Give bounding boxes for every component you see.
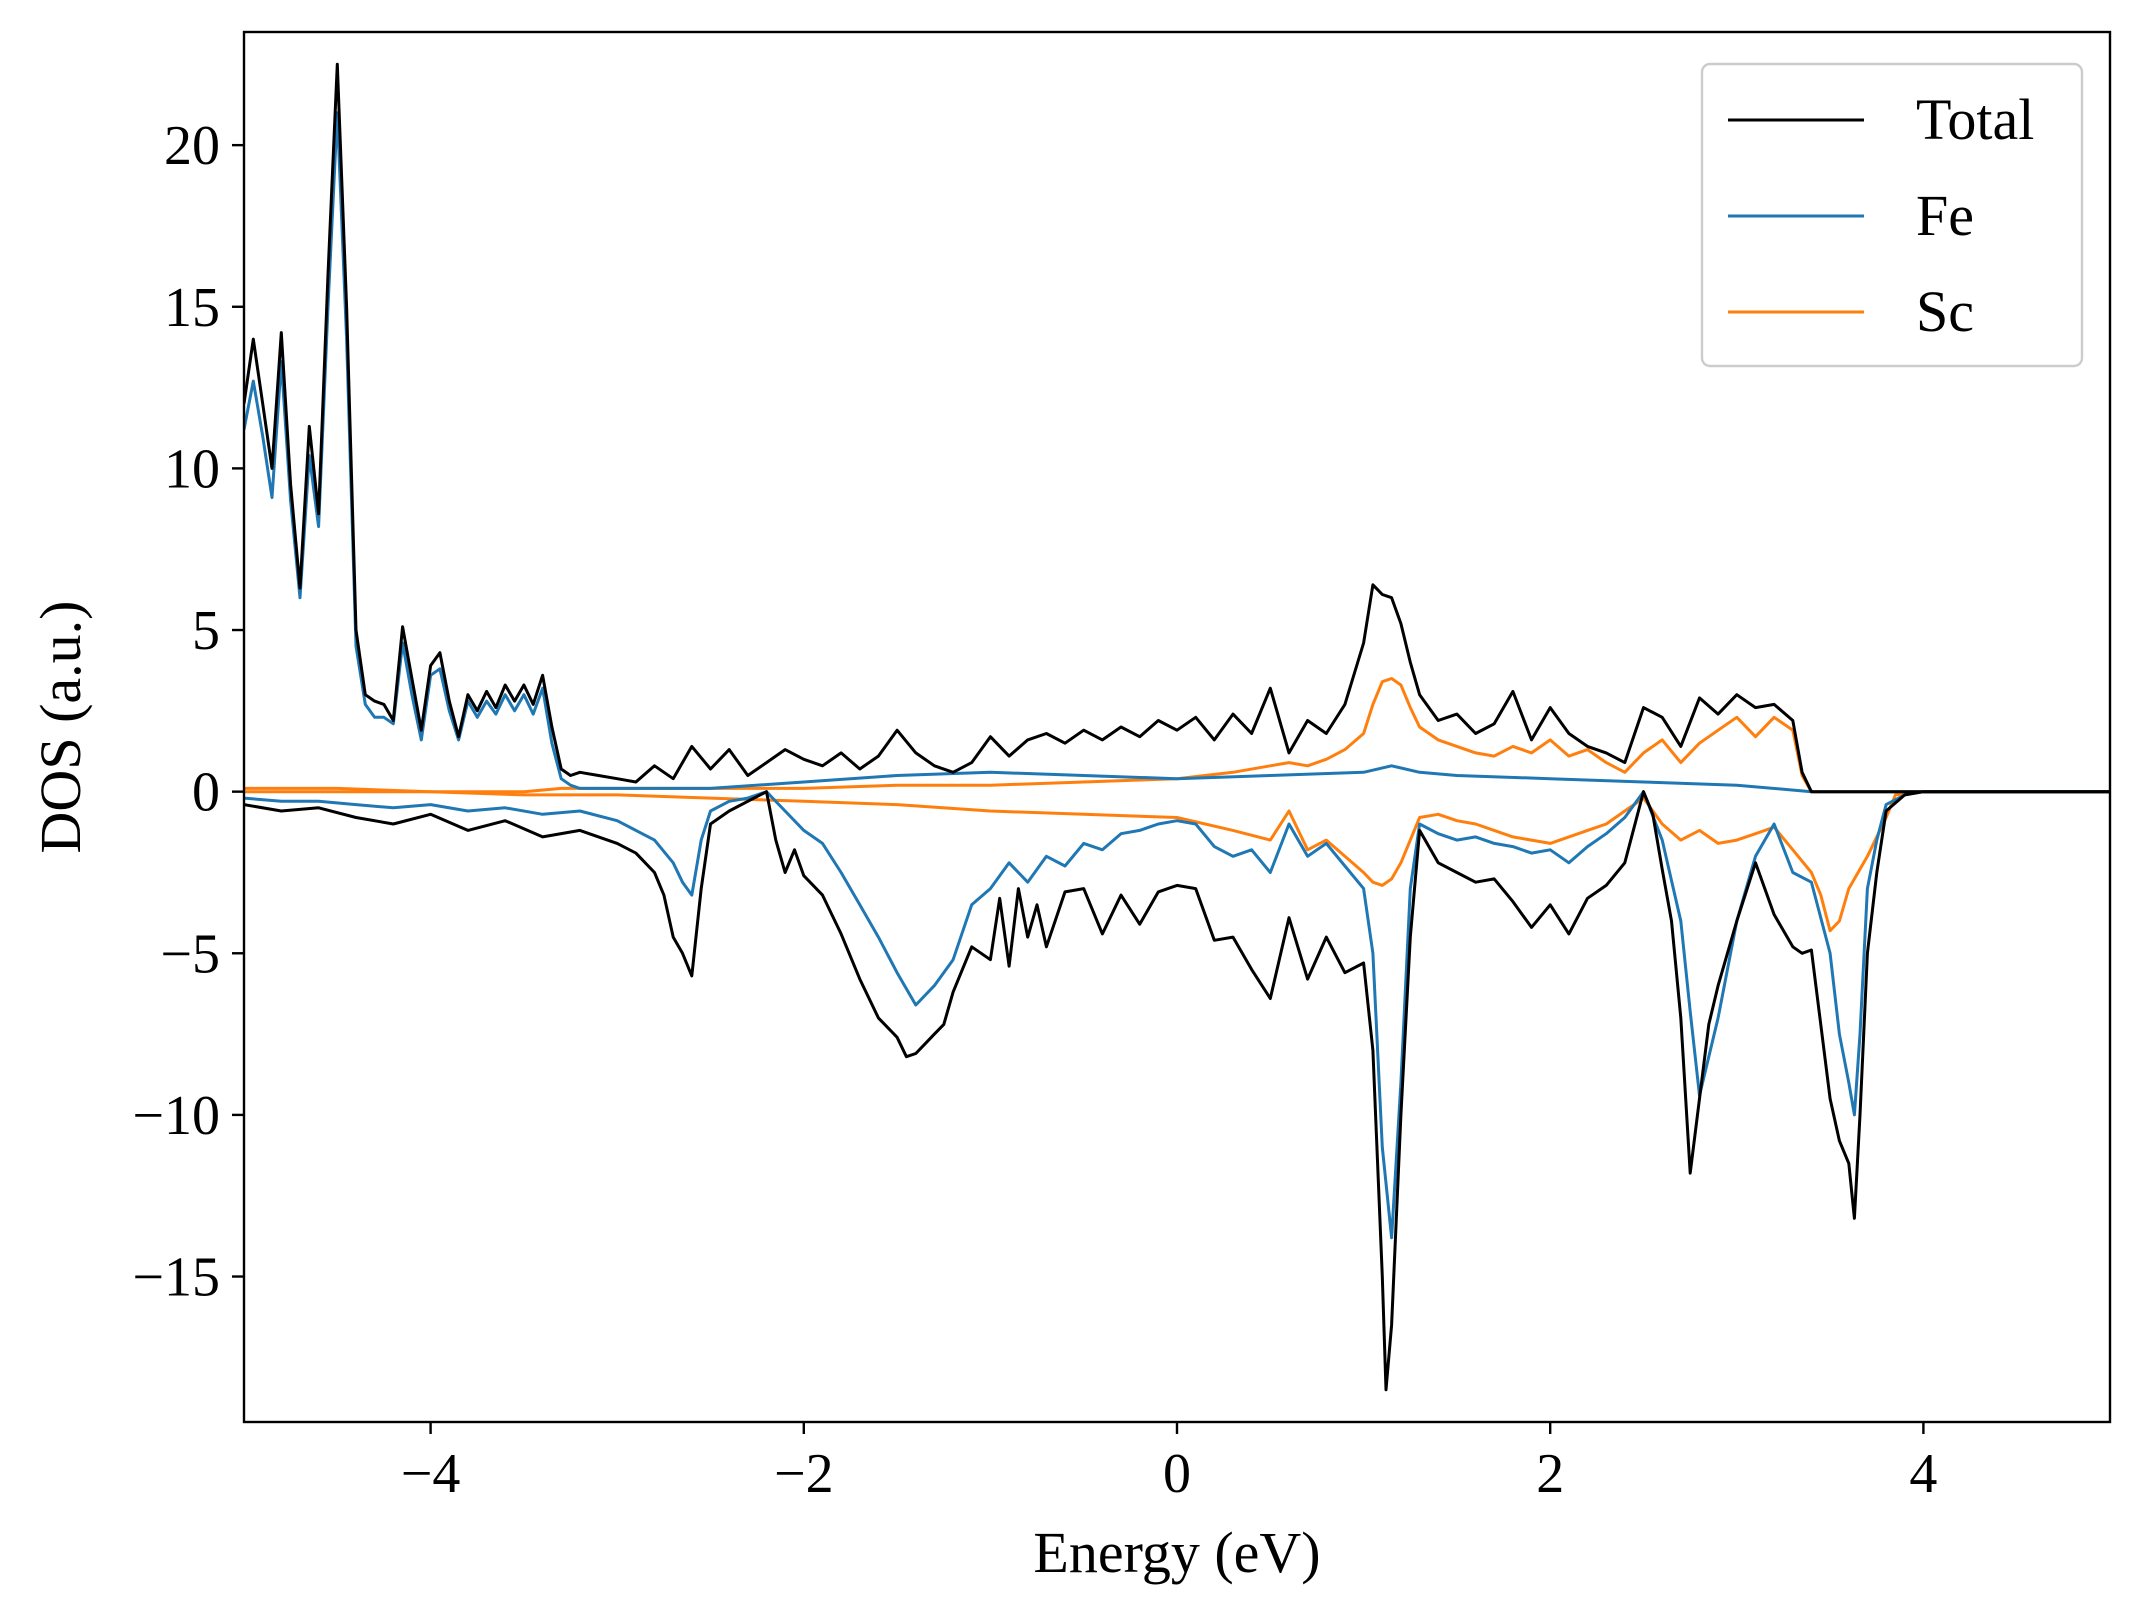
sc-down-line — [244, 786, 2110, 933]
y-tick-label: 20 — [164, 115, 220, 177]
total-up-line — [244, 62, 2110, 794]
x-tick-label: 2 — [1536, 1443, 1564, 1505]
y-tick-label: −5 — [160, 923, 220, 985]
x-tick-label: −2 — [774, 1443, 834, 1505]
sc-up-line — [244, 677, 2110, 794]
legend-label-sc: Sc — [1916, 279, 1974, 344]
legend-label-total: Total — [1916, 87, 2034, 152]
y-tick-label: −15 — [132, 1247, 220, 1309]
y-tick-label: 10 — [164, 438, 220, 500]
y-axis: 20 15 10 5 0 −5 −10 −15 — [132, 115, 244, 1309]
legend-label-fe: Fe — [1916, 183, 1974, 248]
y-tick-label: 15 — [164, 277, 220, 339]
y-tick-label: 5 — [192, 600, 220, 662]
legend: Total Fe Sc — [1700, 62, 2084, 368]
x-tick-label: −4 — [401, 1443, 461, 1505]
series-layer — [244, 62, 2110, 1392]
fe-up-line — [244, 111, 2110, 794]
y-axis-label: DOS (a.u.) — [28, 601, 93, 854]
y-tick-label: 0 — [192, 762, 220, 824]
x-tick-label: 4 — [1909, 1443, 1937, 1505]
x-axis: −4 −2 0 2 4 — [401, 1422, 1937, 1505]
legend-box — [1700, 62, 2084, 368]
x-axis-label: Energy (eV) — [1033, 1520, 1320, 1585]
total-down-line — [244, 790, 2110, 1392]
x-tick-label: 0 — [1163, 1443, 1191, 1505]
y-tick-label: −10 — [132, 1085, 220, 1147]
